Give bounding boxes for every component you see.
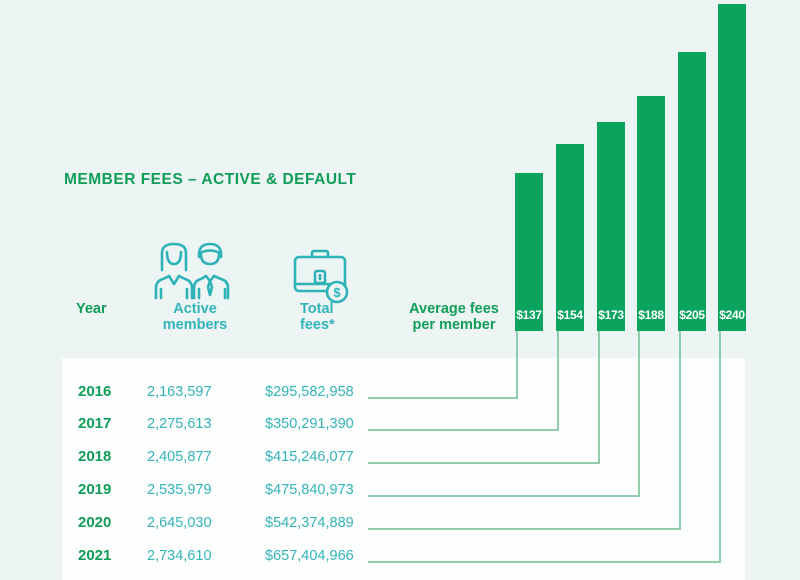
leader-line-horizontal-2021	[368, 561, 721, 563]
leader-line-horizontal-2018	[368, 462, 600, 464]
bar-2019: $188	[637, 96, 665, 331]
row-2018-year: 2018	[78, 448, 112, 465]
svg-text:$: $	[333, 285, 341, 300]
bar-value-label: $240	[719, 308, 745, 322]
leader-line-vertical-2016	[516, 331, 518, 399]
total-fees-line1: Total	[300, 301, 334, 317]
row-2018-total-fees: $415,246,077	[265, 449, 354, 465]
active-members-line1: Active	[173, 301, 217, 317]
row-2018-active-members: 2,405,877	[147, 449, 212, 465]
bar-value-label: $173	[598, 308, 624, 322]
row-2017-total-fees: $350,291,390	[265, 416, 354, 432]
table-panel	[62, 358, 745, 580]
column-header-active-members: Active members	[143, 301, 247, 333]
leader-line-horizontal-2019	[368, 495, 640, 497]
bar-value-label: $188	[638, 308, 664, 322]
two-members-icon	[153, 240, 233, 300]
row-2019-year: 2019	[78, 481, 112, 498]
average-fees-line2: per member	[412, 317, 496, 333]
column-header-average-fees: Average fees per member	[402, 301, 506, 333]
page-title: MEMBER FEES – ACTIVE & DEFAULT	[64, 171, 357, 188]
bar-value-label: $205	[679, 308, 705, 322]
row-2020-active-members: 2,645,030	[147, 515, 212, 531]
row-2021-year: 2021	[78, 547, 112, 564]
active-members-line2: members	[162, 317, 228, 333]
average-fees-line1: Average fees	[409, 301, 499, 317]
row-2021-total-fees: $657,404,966	[265, 548, 354, 564]
leader-line-horizontal-2016	[368, 397, 518, 399]
row-2019-active-members: 2,535,979	[147, 482, 212, 498]
bar-2018: $173	[597, 122, 625, 331]
bar-2017: $154	[556, 144, 584, 331]
leader-line-horizontal-2020	[368, 528, 681, 530]
leader-line-vertical-2019	[638, 331, 640, 497]
row-2019-total-fees: $475,840,973	[265, 482, 354, 498]
bar-2020: $205	[678, 52, 706, 331]
row-2021-active-members: 2,734,610	[147, 548, 212, 564]
total-fees-line2: fees*	[300, 317, 335, 333]
row-2016-total-fees: $295,582,958	[265, 384, 354, 400]
row-2020-year: 2020	[78, 514, 112, 531]
briefcase-dollar-icon: $	[291, 247, 349, 305]
row-2020-total-fees: $542,374,889	[265, 515, 354, 531]
row-2016-year: 2016	[78, 383, 112, 400]
bar-2016: $137	[515, 173, 543, 331]
row-2017-year: 2017	[78, 415, 112, 432]
leader-line-vertical-2017	[557, 331, 559, 431]
leader-line-vertical-2021	[719, 331, 721, 563]
leader-line-horizontal-2017	[368, 429, 559, 431]
bar-value-label: $154	[557, 308, 583, 322]
column-header-year: Year	[76, 301, 107, 317]
bar-2021: $240	[718, 4, 746, 331]
leader-line-vertical-2018	[598, 331, 600, 464]
row-2017-active-members: 2,275,613	[147, 416, 212, 432]
bar-value-label: $137	[516, 308, 542, 322]
leader-line-vertical-2020	[679, 331, 681, 530]
row-2016-active-members: 2,163,597	[147, 384, 212, 400]
column-header-total-fees: Total fees*	[300, 301, 335, 333]
